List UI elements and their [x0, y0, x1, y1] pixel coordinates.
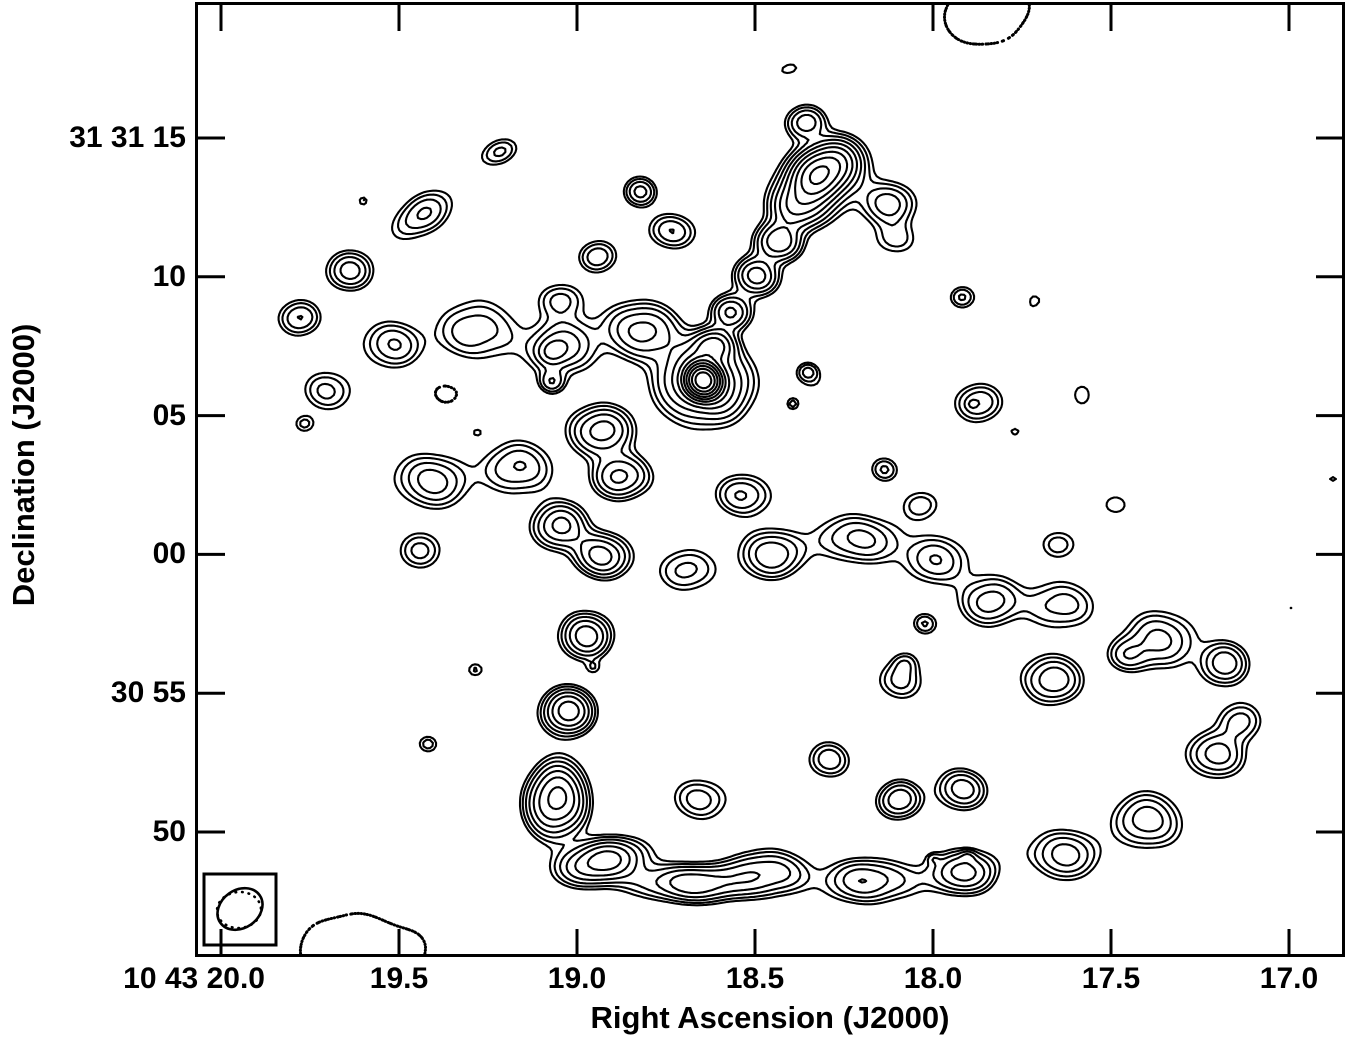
contour-lines-layer [277, 4, 1337, 955]
x-tick-label: 19.0 [547, 962, 607, 995]
beam-ellipse-dotted [215, 890, 263, 930]
positive-contours [277, 63, 1337, 907]
x-tick-label: 19.5 [369, 962, 429, 995]
y-tick-label: 00 [152, 537, 186, 571]
plot-frame [195, 2, 1345, 957]
beam-ellipse-box [202, 872, 278, 947]
x-tick-label: 17.0 [1259, 962, 1319, 995]
x-tick-label: 18.5 [725, 962, 785, 995]
beam-box [202, 872, 278, 947]
y-tick-label: 50 [152, 815, 186, 848]
x-axis-title: Right Ascension (J2000) [590, 1000, 950, 1035]
x-tick-label: 17.5 [1081, 962, 1141, 995]
y-tick-label: 10 [152, 259, 186, 293]
y-tick-label: 31 31 15 [69, 121, 186, 154]
y-axis-title: Declination (J2000) [6, 323, 41, 607]
y-tick-label: 05 [152, 398, 186, 432]
negative-dotted-contours [298, 4, 1031, 955]
x-tick-label: 18.0 [903, 962, 963, 995]
axes-frame-layer [195, 2, 1345, 957]
y-tick-label: 30 55 [110, 676, 186, 710]
x-tick-label: 10 43 20.0 [123, 962, 265, 995]
